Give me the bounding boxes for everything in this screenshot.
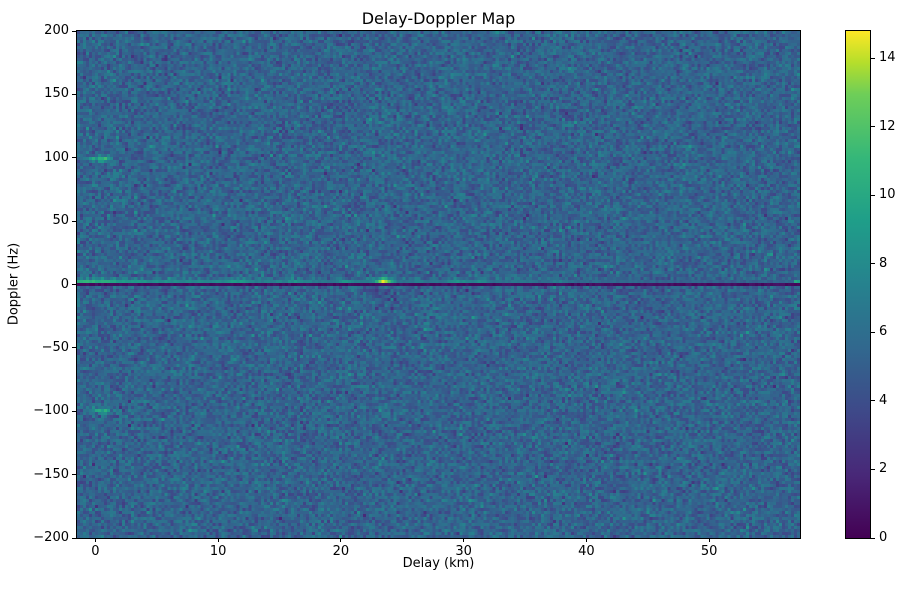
y-tick-mark — [72, 474, 76, 476]
y-tick-label: 100 — [44, 149, 69, 165]
colorbar-tick-mark — [871, 263, 875, 265]
colorbar-tick-label: 6 — [879, 324, 888, 340]
colorbar-tick-label: 14 — [879, 50, 896, 66]
x-tick-mark — [585, 538, 587, 542]
colorbar-tick-mark — [871, 194, 875, 196]
y-tick-mark — [72, 93, 76, 95]
colorbar-tick-label: 2 — [879, 461, 888, 477]
x-tick-mark — [94, 538, 96, 542]
colorbar-tick-label: 4 — [879, 392, 888, 408]
colorbar — [845, 30, 871, 539]
y-tick-mark — [72, 220, 76, 222]
y-tick-label: 150 — [44, 86, 69, 102]
y-tick-mark — [72, 410, 76, 412]
y-tick-label: −150 — [33, 466, 69, 482]
plot-area — [76, 30, 801, 539]
colorbar-tick-mark — [871, 331, 875, 333]
y-tick-label: 50 — [52, 213, 69, 229]
colorbar-tick-mark — [871, 400, 875, 402]
colorbar-tick-label: 10 — [879, 187, 896, 203]
y-tick-label: −200 — [33, 530, 69, 545]
x-tick-label: 30 — [455, 544, 472, 559]
colorbar-tick-mark — [871, 126, 875, 128]
y-tick-label: 0 — [60, 276, 69, 292]
x-tick-mark — [217, 538, 219, 542]
y-tick-mark — [72, 284, 76, 285]
y-tick-mark — [72, 30, 76, 32]
y-tick-mark — [72, 347, 76, 349]
x-tick-label: 0 — [91, 544, 100, 559]
colorbar-tick-mark — [871, 537, 875, 539]
y-tick-mark — [72, 537, 76, 539]
colorbar-tick-mark — [871, 468, 875, 470]
delay-doppler-heatmap — [77, 31, 800, 538]
y-axis-label: Doppler (Hz) — [6, 242, 22, 326]
y-tick-label: 200 — [44, 23, 69, 38]
colorbar-tick-mark — [871, 57, 875, 59]
x-axis-label: Delay (km) — [402, 556, 475, 571]
x-tick-mark — [708, 538, 710, 542]
x-tick-mark — [340, 538, 342, 542]
x-tick-label: 10 — [209, 544, 227, 559]
y-tick-mark — [72, 157, 76, 159]
colorbar-tick-label: 0 — [879, 530, 888, 545]
x-tick-label: 50 — [700, 544, 718, 559]
y-tick-label: −100 — [33, 403, 69, 419]
x-tick-mark — [463, 538, 465, 542]
colorbar-tick-label: 8 — [879, 255, 888, 271]
chart-title: Delay-Doppler Map — [361, 9, 516, 28]
y-tick-label: −50 — [41, 339, 69, 355]
x-tick-label: 20 — [332, 544, 350, 559]
colorbar-tick-label: 12 — [879, 118, 896, 134]
x-tick-label: 40 — [578, 544, 595, 559]
